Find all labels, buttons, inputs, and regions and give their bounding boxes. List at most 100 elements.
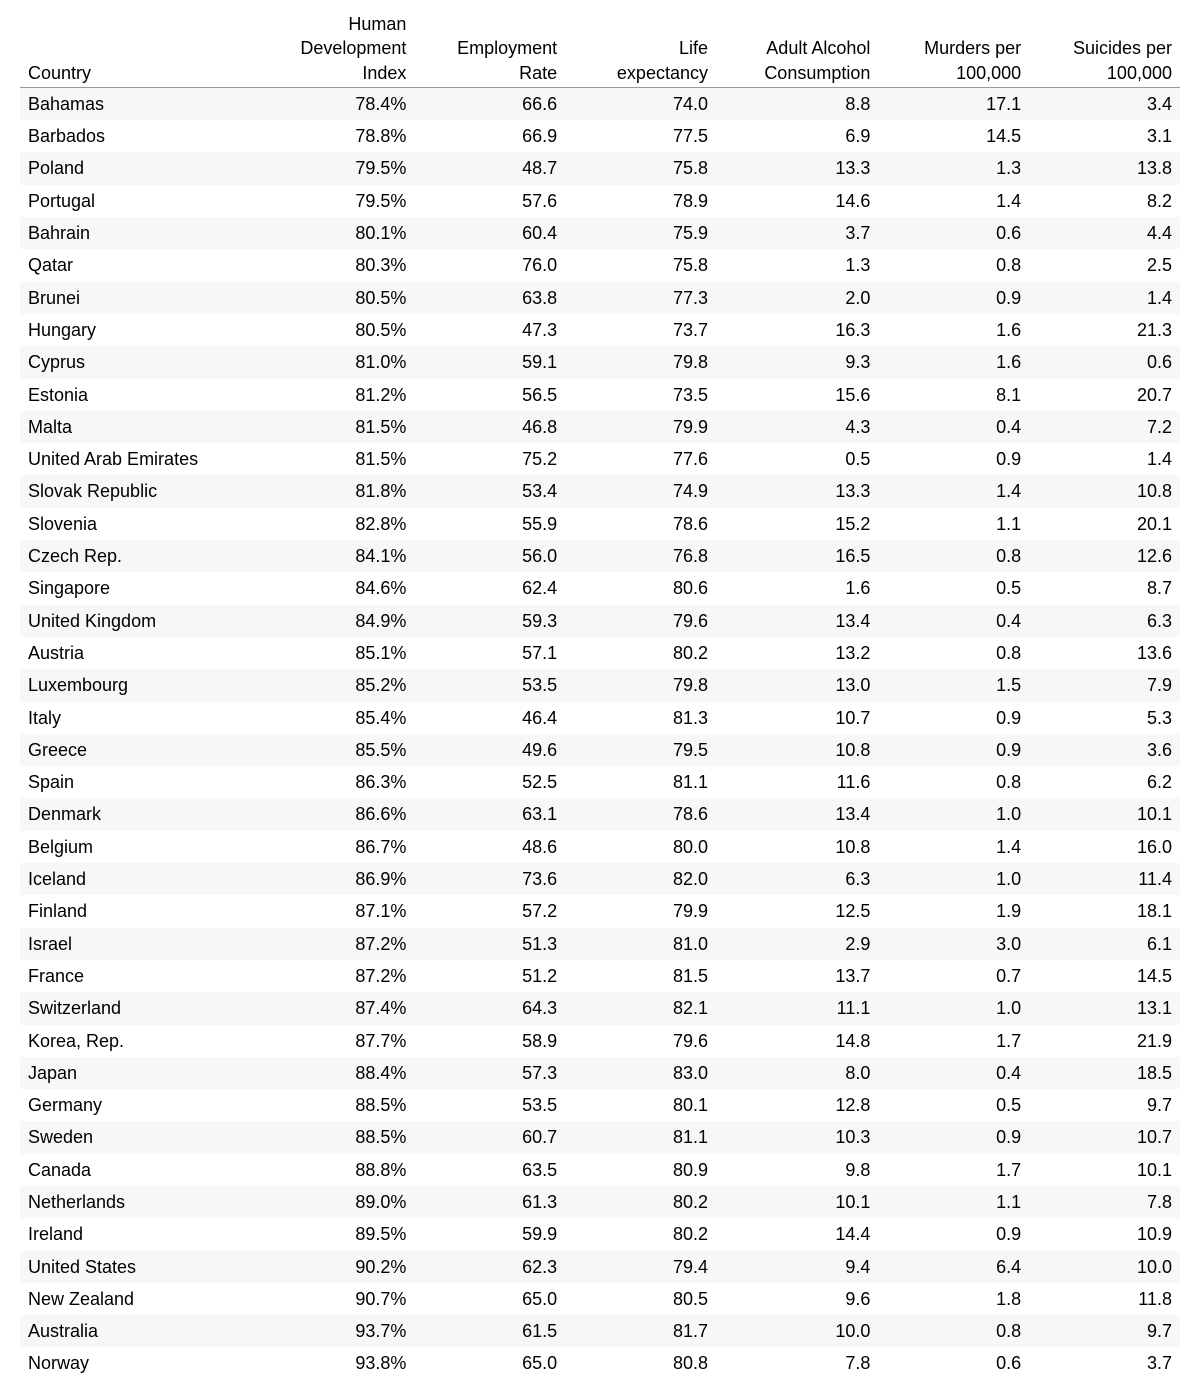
cell-alcohol: 2.0 xyxy=(716,282,878,314)
table-row: Singapore84.6%62.480.61.60.58.7 xyxy=(20,572,1180,604)
cell-life-expectancy: 73.7 xyxy=(565,314,716,346)
cell-country: New Zealand xyxy=(20,1283,252,1315)
cell-alcohol: 12.5 xyxy=(716,895,878,927)
cell-country: Qatar xyxy=(20,249,252,281)
cell-country: Barbados xyxy=(20,120,252,152)
cell-suicides: 1.4 xyxy=(1029,443,1180,475)
cell-alcohol: 14.6 xyxy=(716,185,878,217)
cell-alcohol: 12.8 xyxy=(716,1089,878,1121)
cell-employment: 60.4 xyxy=(414,217,565,249)
cell-life-expectancy: 80.2 xyxy=(565,1218,716,1250)
cell-suicides: 11.8 xyxy=(1029,1283,1180,1315)
table-row: Brunei80.5%63.877.32.00.91.4 xyxy=(20,282,1180,314)
cell-employment: 49.6 xyxy=(414,734,565,766)
cell-hdi: 80.5% xyxy=(252,314,414,346)
cell-employment: 57.2 xyxy=(414,895,565,927)
cell-murders: 1.7 xyxy=(878,1154,1029,1186)
header-employment: EmploymentRate xyxy=(414,10,565,87)
cell-country: Canada xyxy=(20,1154,252,1186)
cell-suicides: 5.3 xyxy=(1029,702,1180,734)
cell-country: Spain xyxy=(20,766,252,798)
cell-country: Bahamas xyxy=(20,87,252,120)
cell-life-expectancy: 81.3 xyxy=(565,702,716,734)
cell-hdi: 88.5% xyxy=(252,1089,414,1121)
cell-life-expectancy: 81.7 xyxy=(565,1315,716,1347)
cell-country: Austria xyxy=(20,637,252,669)
cell-alcohol: 10.1 xyxy=(716,1186,878,1218)
cell-murders: 1.1 xyxy=(878,1186,1029,1218)
table-row: New Zealand90.7%65.080.59.61.811.8 xyxy=(20,1283,1180,1315)
cell-country: Denmark xyxy=(20,798,252,830)
cell-suicides: 9.7 xyxy=(1029,1315,1180,1347)
cell-country: Slovenia xyxy=(20,508,252,540)
cell-suicides: 10.9 xyxy=(1029,1218,1180,1250)
table-row: Ireland89.5%59.980.214.40.910.9 xyxy=(20,1218,1180,1250)
cell-employment: 57.3 xyxy=(414,1057,565,1089)
cell-employment: 66.9 xyxy=(414,120,565,152)
cell-murders: 1.3 xyxy=(878,152,1029,184)
cell-life-expectancy: 77.6 xyxy=(565,443,716,475)
cell-employment: 56.0 xyxy=(414,540,565,572)
table-row: Estonia81.2%56.573.515.68.120.7 xyxy=(20,379,1180,411)
cell-life-expectancy: 79.6 xyxy=(565,1025,716,1057)
cell-employment: 48.6 xyxy=(414,831,565,863)
table-row: Portugal79.5%57.678.914.61.48.2 xyxy=(20,185,1180,217)
cell-suicides: 12.6 xyxy=(1029,540,1180,572)
cell-suicides: 18.5 xyxy=(1029,1057,1180,1089)
table-header: Country HumanDevelopmentIndex Employment… xyxy=(20,10,1180,87)
cell-suicides: 1.4 xyxy=(1029,282,1180,314)
table-body: Bahamas78.4%66.674.08.817.13.4Barbados78… xyxy=(20,87,1180,1379)
cell-alcohol: 8.8 xyxy=(716,87,878,120)
cell-country: Norway xyxy=(20,1347,252,1379)
cell-alcohol: 4.3 xyxy=(716,411,878,443)
cell-life-expectancy: 82.1 xyxy=(565,992,716,1024)
cell-alcohol: 9.6 xyxy=(716,1283,878,1315)
cell-employment: 48.7 xyxy=(414,152,565,184)
cell-life-expectancy: 81.0 xyxy=(565,928,716,960)
cell-country: Australia xyxy=(20,1315,252,1347)
cell-murders: 0.9 xyxy=(878,282,1029,314)
header-country: Country xyxy=(20,10,252,87)
cell-employment: 55.9 xyxy=(414,508,565,540)
cell-hdi: 85.2% xyxy=(252,669,414,701)
cell-murders: 1.0 xyxy=(878,863,1029,895)
cell-alcohol: 2.9 xyxy=(716,928,878,960)
cell-hdi: 88.8% xyxy=(252,1154,414,1186)
header-alcohol: Adult AlcoholConsumption xyxy=(716,10,878,87)
cell-country: Poland xyxy=(20,152,252,184)
table-row: Finland87.1%57.279.912.51.918.1 xyxy=(20,895,1180,927)
cell-life-expectancy: 81.1 xyxy=(565,1121,716,1153)
cell-hdi: 93.8% xyxy=(252,1347,414,1379)
cell-employment: 51.3 xyxy=(414,928,565,960)
cell-alcohol: 10.8 xyxy=(716,831,878,863)
table-row: Greece85.5%49.679.510.80.93.6 xyxy=(20,734,1180,766)
cell-hdi: 88.5% xyxy=(252,1121,414,1153)
cell-alcohol: 3.7 xyxy=(716,217,878,249)
cell-alcohol: 10.7 xyxy=(716,702,878,734)
cell-suicides: 14.5 xyxy=(1029,960,1180,992)
cell-employment: 66.6 xyxy=(414,87,565,120)
cell-country: Netherlands xyxy=(20,1186,252,1218)
cell-life-expectancy: 80.5 xyxy=(565,1283,716,1315)
cell-employment: 53.5 xyxy=(414,669,565,701)
table-row: France87.2%51.281.513.70.714.5 xyxy=(20,960,1180,992)
cell-murders: 0.9 xyxy=(878,734,1029,766)
cell-hdi: 86.7% xyxy=(252,831,414,863)
cell-murders: 0.8 xyxy=(878,540,1029,572)
cell-murders: 1.0 xyxy=(878,992,1029,1024)
cell-murders: 14.5 xyxy=(878,120,1029,152)
cell-life-expectancy: 79.5 xyxy=(565,734,716,766)
table-row: Canada88.8%63.580.99.81.710.1 xyxy=(20,1154,1180,1186)
cell-hdi: 78.8% xyxy=(252,120,414,152)
cell-suicides: 10.7 xyxy=(1029,1121,1180,1153)
cell-murders: 1.9 xyxy=(878,895,1029,927)
cell-murders: 0.5 xyxy=(878,572,1029,604)
cell-life-expectancy: 79.6 xyxy=(565,605,716,637)
cell-employment: 75.2 xyxy=(414,443,565,475)
table-row: Barbados78.8%66.977.56.914.53.1 xyxy=(20,120,1180,152)
cell-country: United Arab Emirates xyxy=(20,443,252,475)
cell-employment: 47.3 xyxy=(414,314,565,346)
cell-hdi: 81.2% xyxy=(252,379,414,411)
table-row: Qatar80.3%76.075.81.30.82.5 xyxy=(20,249,1180,281)
cell-employment: 59.1 xyxy=(414,346,565,378)
